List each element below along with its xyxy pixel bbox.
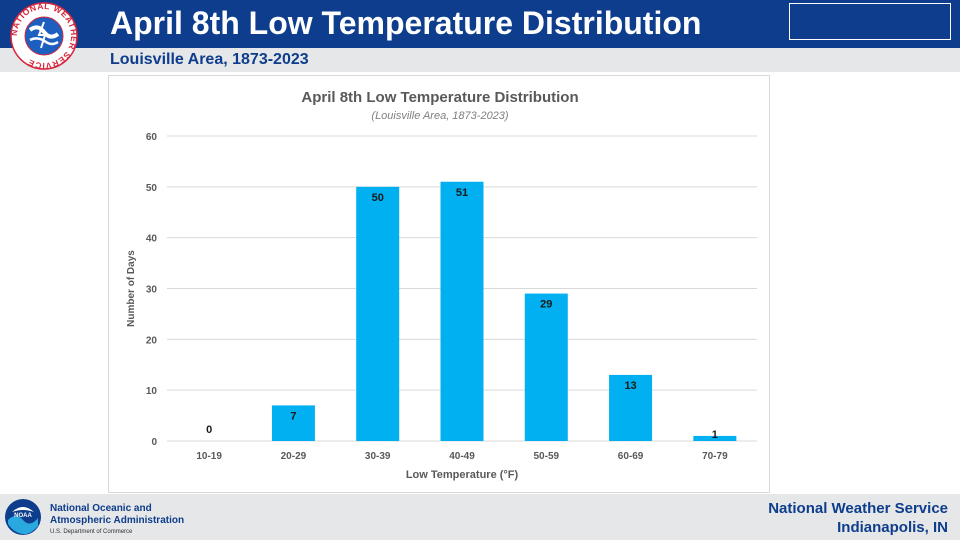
nws-logo-icon: NATIONAL WEATHER SERVICE (9, 2, 79, 70)
nws-office-name: National Weather Service (768, 500, 948, 517)
y-axis-label: Number of Days (126, 250, 137, 327)
header-box (789, 3, 951, 40)
bar (693, 435, 737, 441)
x-tick-label: 30-39 (365, 451, 391, 462)
x-tick-label: 60-69 (618, 451, 644, 462)
y-tick-label: 60 (146, 132, 158, 143)
data-label: 50 (372, 192, 384, 204)
x-tick-label: 10-19 (196, 451, 222, 462)
x-tick-label: 20-29 (281, 451, 307, 462)
data-label: 51 (456, 187, 468, 199)
data-label: 1 (712, 429, 718, 441)
x-axis-label: Low Temperature (°F) (406, 469, 519, 481)
header-bar (0, 0, 960, 48)
bar (440, 181, 484, 441)
chart-title: April 8th Low Temperature Distribution (301, 89, 578, 106)
subtitle-bar (0, 48, 960, 72)
noaa-logo-icon: NOAA (5, 499, 41, 535)
y-tick-label: 0 (151, 437, 157, 448)
bar (356, 186, 400, 441)
data-label: 0 (206, 424, 212, 436)
y-tick-label: 40 (146, 234, 158, 245)
y-tick-label: 30 (146, 285, 158, 296)
data-label: 13 (624, 380, 636, 392)
y-tick-label: 20 (146, 335, 158, 346)
svg-text:NOAA: NOAA (14, 513, 32, 519)
x-tick-label: 50-59 (533, 451, 559, 462)
data-label: 29 (540, 299, 552, 311)
nws-office-location: Indianapolis, IN (837, 519, 948, 536)
bar (524, 293, 568, 441)
x-tick-label: 40-49 (449, 451, 475, 462)
noaa-name-line1: National Oceanic and (50, 503, 152, 514)
y-tick-label: 10 (146, 386, 158, 397)
x-tick-label: 70-79 (702, 451, 728, 462)
page-subtitle: Louisville Area, 1873-2023 (110, 51, 309, 68)
chart-subtitle: (Louisville Area, 1873-2023) (371, 110, 509, 122)
bar-chart: April 8th Low Temperature Distribution (L… (126, 89, 757, 481)
noaa-name-line2: Atmospheric Administration (50, 515, 185, 526)
footer-bar (0, 494, 960, 540)
bar (609, 374, 653, 441)
chart-frame: April 8th Low Temperature Distribution (L… (108, 75, 770, 493)
noaa-department: U.S. Department of Commerce (50, 529, 133, 535)
y-tick-label: 50 (146, 183, 158, 194)
data-label: 7 (290, 410, 296, 422)
bar (271, 405, 315, 441)
page-title: April 8th Low Temperature Distribution (110, 5, 702, 41)
